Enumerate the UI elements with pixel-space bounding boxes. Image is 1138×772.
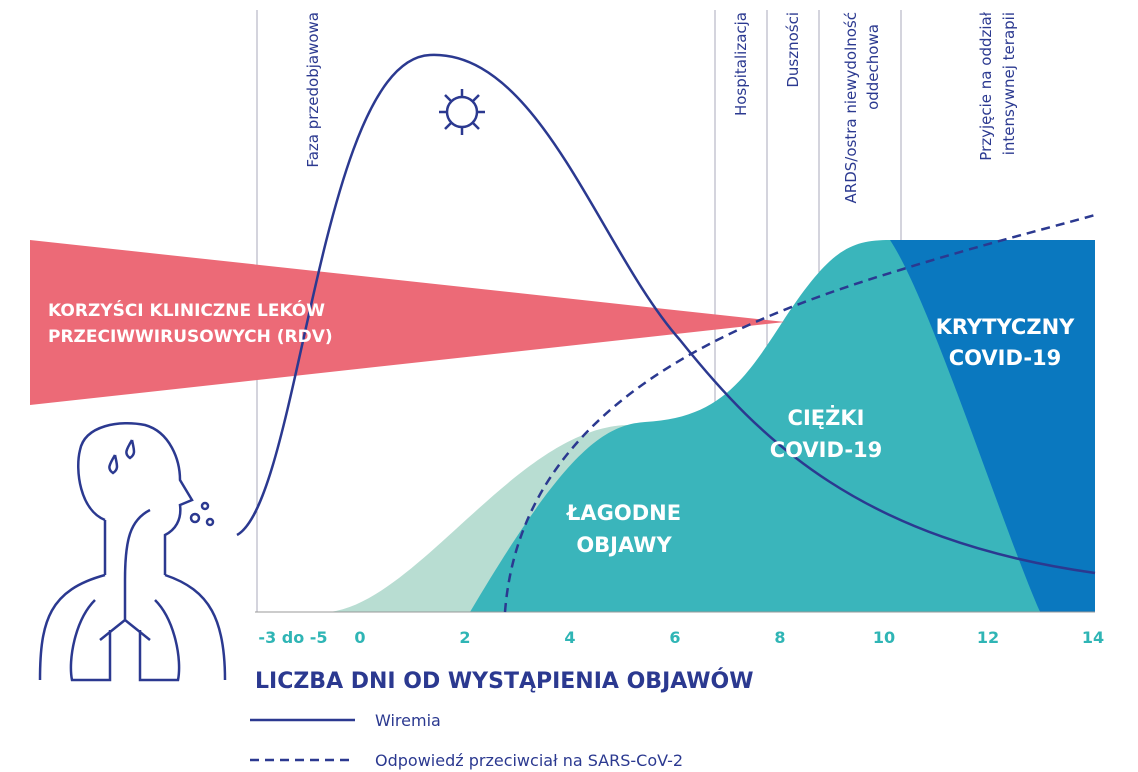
- x-tick-label: 8: [774, 628, 785, 647]
- x-tick-label: 6: [669, 628, 680, 647]
- phase-label: intensywnej terapii: [1000, 12, 1018, 155]
- phase-label: Przyjęcie na oddział: [977, 11, 995, 160]
- region-label: KRYTYCZNY: [936, 315, 1075, 339]
- benefit-label: KORZYŚCI KLINICZNE LEKÓW: [48, 299, 325, 321]
- x-tick-labels: -3 do -5 0 2 4 6 8 10 12 14: [258, 628, 1104, 647]
- region-label: COVID-19: [770, 438, 883, 462]
- region-label: OBJAWY: [576, 533, 672, 557]
- legend-label: Odpowiedź przeciwciał na SARS-CoV-2: [375, 751, 683, 770]
- region-label: ŁAGODNE: [566, 501, 681, 525]
- viremia-curve: [236, 53, 1096, 575]
- x-tick-label: 0: [354, 628, 365, 647]
- phase-label: Duszności: [784, 12, 802, 88]
- person-icon: [38, 422, 227, 682]
- benefit-label: PRZECIWWIRUSOWYCH (RDV): [48, 327, 333, 347]
- critical-area: [890, 240, 1095, 612]
- region-label: CIĘŻKI: [788, 405, 865, 430]
- x-tick-label: 12: [977, 628, 999, 647]
- virus-icon: [439, 89, 485, 135]
- legend-label: Wiremia: [375, 711, 441, 730]
- phase-labels: Faza przedobjawowa Hospitalizacja Duszno…: [304, 11, 1018, 203]
- phase-label: Faza przedobjawowa: [304, 12, 322, 168]
- x-tick-label: 14: [1082, 628, 1104, 647]
- antibody-curve: [503, 213, 1096, 613]
- x-tick-label: -3 do -5: [258, 628, 327, 647]
- x-axis-title: LICZBA DNI OD WYSTĄPIENIA OBJAWÓW: [255, 668, 754, 694]
- phase-label: Hospitalizacja: [732, 12, 750, 116]
- benefit-wedge: [30, 240, 785, 405]
- region-label: COVID-19: [949, 346, 1062, 370]
- phase-label: oddechowa: [864, 24, 882, 110]
- phase-label: ARDS/ostra niewydolność: [842, 12, 860, 203]
- x-tick-label: 2: [459, 628, 470, 647]
- x-tick-label: 4: [564, 628, 575, 647]
- x-tick-label: 10: [873, 628, 895, 647]
